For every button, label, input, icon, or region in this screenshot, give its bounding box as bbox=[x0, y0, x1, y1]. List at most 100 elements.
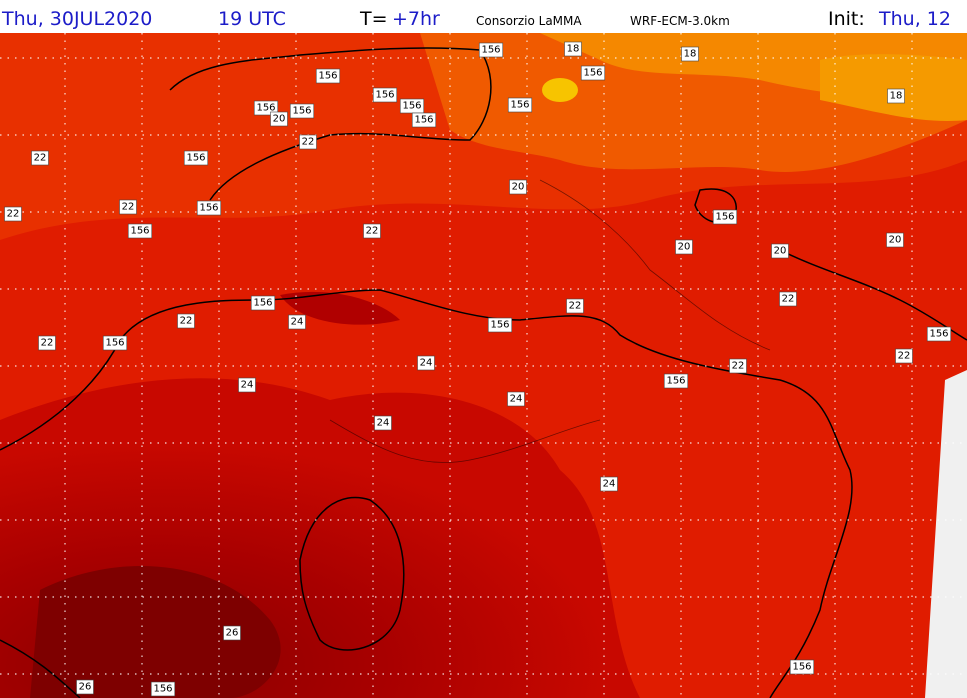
contour-label: 18 bbox=[887, 88, 905, 104]
contour-label: 156 bbox=[102, 335, 128, 351]
contour-label: 156 bbox=[399, 98, 425, 114]
contour-label: 24 bbox=[374, 415, 392, 431]
contour-label: 22 bbox=[119, 199, 137, 215]
label-box bbox=[150, 681, 176, 697]
contour-label: 22 bbox=[4, 206, 22, 222]
label-text: 156 bbox=[481, 45, 500, 56]
label-text: 20 bbox=[512, 182, 525, 193]
label-text: 18 bbox=[684, 49, 697, 60]
label-text: 156 bbox=[375, 90, 394, 101]
label-text: 156 bbox=[318, 71, 337, 82]
label-text: 18 bbox=[567, 44, 580, 55]
label-text: 156 bbox=[792, 662, 811, 673]
contour-label: 156 bbox=[183, 150, 209, 166]
header-bar bbox=[0, 0, 967, 33]
label-text: 156 bbox=[153, 684, 172, 695]
label-text: 24 bbox=[377, 418, 390, 429]
label-text: 156 bbox=[253, 298, 272, 309]
label-box bbox=[895, 348, 913, 364]
label-box bbox=[886, 232, 904, 248]
label-box bbox=[712, 209, 738, 225]
date: Thu, 30JUL2020 bbox=[1, 8, 152, 30]
label-box bbox=[507, 97, 533, 113]
lead: +7hr bbox=[392, 8, 440, 30]
contour-label: 156 bbox=[580, 65, 606, 81]
label-box bbox=[779, 291, 797, 307]
label-text: 22 bbox=[122, 202, 135, 213]
contour-label: 22 bbox=[38, 335, 56, 351]
lead-prefix: T= bbox=[359, 8, 388, 30]
contour-label: 22 bbox=[363, 223, 381, 239]
contour-label: 26 bbox=[76, 679, 94, 695]
label-text: 20 bbox=[273, 114, 286, 125]
label-text: 156 bbox=[414, 115, 433, 126]
label-box bbox=[183, 150, 209, 166]
label-text: 156 bbox=[402, 101, 421, 112]
label-box bbox=[76, 679, 94, 695]
contour-label: 24 bbox=[417, 355, 435, 371]
label-text: 26 bbox=[79, 682, 92, 693]
label-box bbox=[417, 355, 435, 371]
label-text: 156 bbox=[666, 376, 685, 387]
contour-label: 26 bbox=[223, 625, 241, 641]
label-text: 156 bbox=[256, 103, 275, 114]
label-box bbox=[31, 150, 49, 166]
init: Thu, 12 bbox=[878, 8, 951, 30]
label-text: 24 bbox=[603, 479, 616, 490]
label-box bbox=[119, 199, 137, 215]
label-box bbox=[509, 179, 527, 195]
label-box bbox=[374, 415, 392, 431]
contour-label: 156 bbox=[478, 42, 504, 58]
label-text: 156 bbox=[105, 338, 124, 349]
contour-label: 18 bbox=[681, 46, 699, 62]
label-text: 156 bbox=[130, 226, 149, 237]
contour-label: 22 bbox=[895, 348, 913, 364]
label-box bbox=[663, 373, 689, 389]
label-box bbox=[600, 476, 618, 492]
label-box bbox=[223, 625, 241, 641]
contour-label: 24 bbox=[507, 391, 525, 407]
label-text: 22 bbox=[302, 137, 315, 148]
label-box bbox=[926, 326, 952, 342]
init-prefix: Init: bbox=[828, 8, 865, 30]
label-box bbox=[196, 200, 222, 216]
contour-label: 24 bbox=[288, 314, 306, 330]
label-text: 156 bbox=[583, 68, 602, 79]
contour-label: 156 bbox=[487, 317, 513, 333]
label-text: 24 bbox=[291, 317, 304, 328]
label-box bbox=[253, 100, 279, 116]
contour-label: 20 bbox=[270, 111, 288, 127]
label-box bbox=[38, 335, 56, 351]
contour-label: 20 bbox=[771, 243, 789, 259]
label-box bbox=[315, 68, 341, 84]
label-box bbox=[771, 243, 789, 259]
label-text: 20 bbox=[774, 246, 787, 257]
label-text: 22 bbox=[569, 301, 582, 312]
label-box bbox=[789, 659, 815, 675]
label-text: 156 bbox=[715, 212, 734, 223]
contour-label: 24 bbox=[600, 476, 618, 492]
label-box bbox=[127, 223, 153, 239]
contour-label: 22 bbox=[177, 313, 195, 329]
contour-label: 20 bbox=[675, 239, 693, 255]
contour-label: 156 bbox=[507, 97, 533, 113]
label-text: 22 bbox=[898, 351, 911, 362]
label-text: 22 bbox=[180, 316, 193, 327]
institute: Consorzio LaMMA bbox=[476, 14, 582, 28]
contour-label: 22 bbox=[566, 298, 584, 314]
label-box bbox=[238, 377, 256, 393]
map-fill bbox=[0, 33, 967, 698]
label-box bbox=[289, 103, 315, 119]
contour-label: 156 bbox=[789, 659, 815, 675]
label-box bbox=[580, 65, 606, 81]
label-text: 22 bbox=[366, 226, 379, 237]
contour-label: 156 bbox=[663, 373, 689, 389]
contour-label: 18 bbox=[564, 41, 582, 57]
label-text: 22 bbox=[34, 153, 47, 164]
label-box bbox=[270, 111, 288, 127]
label-box bbox=[372, 87, 398, 103]
label-box bbox=[566, 298, 584, 314]
label-box bbox=[102, 335, 128, 351]
